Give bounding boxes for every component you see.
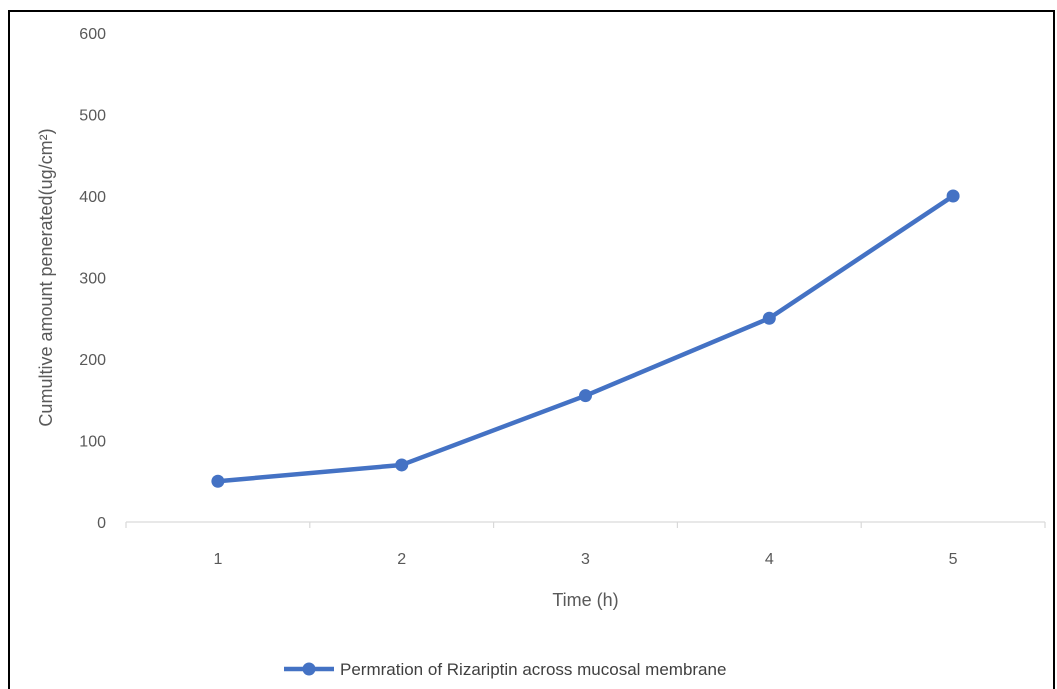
legend-swatch-marker	[302, 662, 316, 676]
x-tick-label: 1	[213, 551, 222, 568]
x-tick-label: 4	[765, 551, 774, 568]
chart-frame	[8, 10, 1055, 689]
series-line	[215, 193, 956, 484]
data-point	[395, 458, 409, 472]
y-tick-label: 0	[97, 515, 106, 532]
legend-entry-label: Permration of Rizariptin across mucosal …	[340, 660, 726, 679]
x-axis-title: Time (h)	[552, 590, 618, 610]
data-point	[946, 189, 960, 203]
x-tick-label: 5	[949, 551, 958, 568]
data-point	[579, 389, 592, 403]
y-tick-label: 100	[79, 434, 106, 451]
y-axis-ticks: 0 100 200 300 400 500 600	[79, 26, 106, 532]
data-point	[762, 311, 776, 325]
data-point	[211, 474, 225, 488]
x-tick-label: 2	[397, 551, 406, 568]
y-tick-label: 600	[79, 26, 106, 43]
y-tick-label: 200	[79, 352, 106, 369]
series-group	[211, 189, 960, 488]
y-tick-label: 300	[79, 271, 106, 288]
y-axis-title: Cumultive amount penerated(ug/cm²)	[36, 128, 56, 426]
x-axis-ticks: 1 2 3 4 5	[125, 522, 1046, 568]
legend: Permration of Rizariptin across mucosal …	[284, 660, 726, 679]
y-tick-label: 500	[79, 108, 106, 125]
x-tick-label: 3	[581, 551, 590, 568]
y-tick-label: 400	[79, 189, 106, 206]
